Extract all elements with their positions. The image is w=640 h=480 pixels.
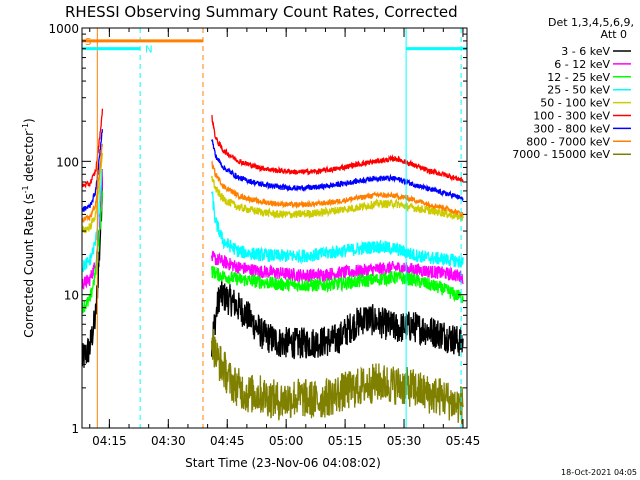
y-tick-label-1: 10 xyxy=(64,289,79,303)
x-tick-label-4: 05:15 xyxy=(328,434,363,448)
x-axis-label: Start Time (23-Nov-06 04:08:02) xyxy=(185,456,381,470)
y-axis-label: Corrected Count Rate (s-1 detector-1) xyxy=(21,118,36,337)
series-line-2 xyxy=(82,190,464,314)
series-line-8 xyxy=(210,328,464,425)
legend-header-line-2: Att 0 xyxy=(601,28,627,41)
x-tick-label-5: 05:30 xyxy=(387,434,422,448)
x-tick-label-1: 04:30 xyxy=(151,434,186,448)
plot-frame xyxy=(81,27,468,429)
series-line-7 xyxy=(82,143,464,223)
series-line-0 xyxy=(82,176,464,368)
flag-label-1: N xyxy=(145,45,152,56)
x-tick-label-3: 05:00 xyxy=(269,434,304,448)
x-tick-label-2: 04:45 xyxy=(210,434,245,448)
legend-entry-label-7: 800 - 7000 keV xyxy=(526,135,610,148)
y-tick-label-3: 1000 xyxy=(48,22,79,36)
series-line-3 xyxy=(82,169,464,272)
y-tick-label-2: 100 xyxy=(56,155,79,169)
legend-entry-label-8: 7000 - 15000 keV xyxy=(512,148,610,161)
legend-entry-label-3: 25 - 50 keV xyxy=(547,84,610,97)
data-layer xyxy=(82,108,464,425)
legend-header-line-1: Det 1,3,4,5,6,9, xyxy=(548,16,634,29)
flag-label-0: S xyxy=(85,37,91,48)
plot-area: S N 1 10 100 1000 04:15 04:30 04:45 05:00 05:15 05:… xyxy=(48,22,480,448)
footer-date: 18-Oct-2021 04:05 xyxy=(561,468,637,477)
x-tick-label-0: 04:15 xyxy=(92,434,127,448)
legend-entry-label-2: 12 - 25 keV xyxy=(547,71,610,84)
series-line-5 xyxy=(82,108,464,189)
legend-entry-label-1: 6 - 12 keV xyxy=(554,58,610,71)
legend-entry-label-6: 300 - 800 keV xyxy=(533,122,610,135)
legend-entry-label-0: 3 - 6 keV xyxy=(561,45,610,58)
y-tick-label-0: 1 xyxy=(71,422,79,436)
legend-entry-label-4: 50 - 100 keV xyxy=(540,97,610,110)
legend-entry-label-5: 100 - 300 keV xyxy=(533,110,610,123)
chart-title: RHESSI Observing Summary Count Rates, Co… xyxy=(65,3,458,21)
x-tick-label-6: 05:45 xyxy=(446,434,481,448)
series-line-6 xyxy=(82,129,464,212)
